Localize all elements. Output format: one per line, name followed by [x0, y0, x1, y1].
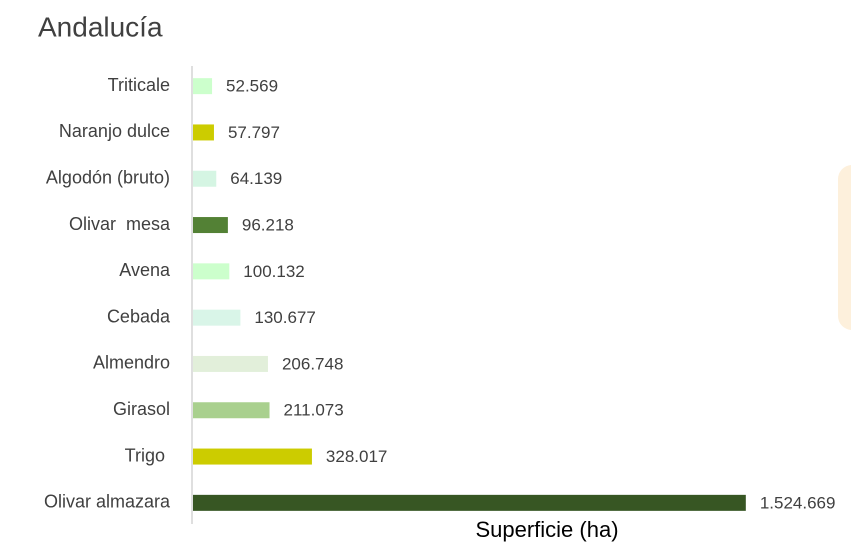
bar — [193, 263, 230, 280]
y-tick-label: Naranjo dulce — [59, 121, 170, 141]
data-label: 57.797 — [228, 123, 280, 142]
bar — [193, 448, 312, 465]
bar — [193, 78, 213, 95]
y-tick-label: Girasol — [113, 399, 170, 419]
chart-title: Andalucía — [38, 11, 163, 42]
bar — [193, 217, 228, 234]
data-label: 96.218 — [242, 216, 294, 235]
bar — [193, 402, 270, 419]
data-label: 52.569 — [226, 77, 278, 96]
bar — [193, 309, 241, 326]
bar — [193, 355, 268, 372]
data-label: 211.073 — [284, 401, 344, 420]
bar — [193, 170, 217, 187]
y-tick-label: Almendro — [93, 353, 170, 373]
bar — [193, 494, 746, 511]
y-tick-label: Trigo — [125, 445, 170, 465]
y-tick-label: Algodón (bruto) — [46, 168, 170, 188]
data-label: 328.017 — [326, 447, 387, 466]
y-tick-label: Cebada — [107, 306, 171, 326]
data-label: 206.748 — [282, 354, 343, 373]
y-tick-label: Avena — [119, 260, 171, 280]
y-tick-label: Triticale — [108, 75, 170, 95]
data-label: 130.677 — [254, 308, 315, 327]
bar — [193, 124, 214, 141]
data-label: 100.132 — [243, 262, 304, 281]
data-label: 64.139 — [230, 169, 282, 188]
data-label: 1.524.669 — [760, 493, 836, 512]
decorative-shape — [838, 165, 851, 330]
y-tick-label: Olivar mesa — [69, 214, 171, 234]
x-axis-label: Superficie (ha) — [475, 517, 618, 542]
y-tick-label: Olivar almazara — [44, 492, 171, 512]
